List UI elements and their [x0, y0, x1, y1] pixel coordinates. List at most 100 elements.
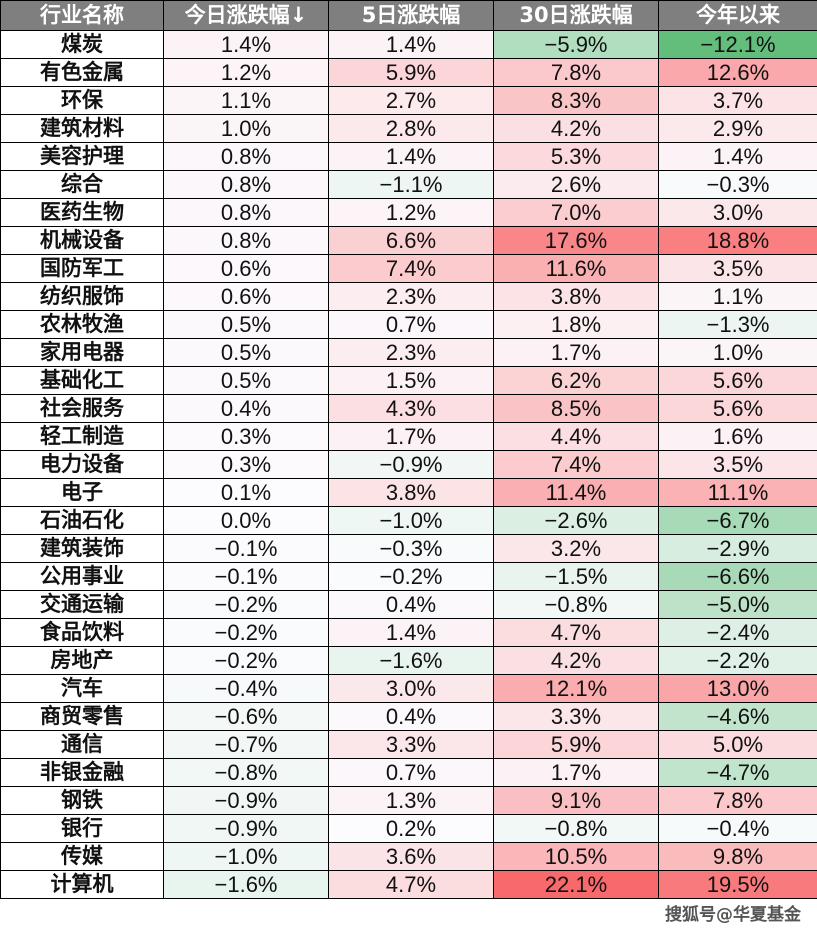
heatmap-cell: −0.8% — [493, 590, 659, 619]
heatmap-cell: 0.3% — [163, 422, 329, 451]
heatmap-cell: 11.6% — [493, 254, 659, 283]
industry-name: 有色金属 — [0, 58, 164, 87]
table-row: 建筑材料 1.0% 2.8% 4.2% 2.9% — [0, 114, 817, 143]
heatmap-cell: 7.4% — [493, 450, 659, 479]
heatmap-cell: 1.4% — [163, 30, 329, 59]
heatmap-cell: 0.8% — [163, 226, 329, 255]
heatmap-cell: 1.2% — [328, 198, 494, 227]
heatmap-cell: 13.0% — [658, 674, 817, 703]
heatmap-cell: 1.0% — [163, 114, 329, 143]
heatmap-cell: 7.8% — [658, 786, 817, 815]
table-row: 美容护理 0.8% 1.4% 5.3% 1.4% — [0, 142, 817, 171]
industry-name: 环保 — [0, 86, 164, 115]
heatmap-cell: −0.2% — [328, 562, 494, 591]
heatmap-cell: 3.5% — [658, 254, 817, 283]
industry-performance-table: 行业名称 今日涨跌幅↓ 5日涨跌幅 30日涨跌幅 今年以来 煤炭 1.4% 1.4% −5.9… — [0, 0, 817, 899]
heatmap-cell: 0.5% — [163, 338, 329, 367]
heatmap-cell: 8.5% — [493, 394, 659, 423]
heatmap-cell: 2.9% — [658, 114, 817, 143]
heatmap-cell: 1.4% — [658, 142, 817, 171]
heatmap-cell: 11.4% — [493, 478, 659, 507]
heatmap-cell: −5.9% — [493, 30, 659, 59]
industry-name: 钢铁 — [0, 786, 164, 815]
table-row: 社会服务 0.4% 4.3% 8.5% 5.6% — [0, 394, 817, 423]
table-row: 非银金融 −0.8% 0.7% 1.7% −4.7% — [0, 758, 817, 787]
heatmap-cell: −0.2% — [163, 590, 329, 619]
heatmap-cell: 1.4% — [328, 30, 494, 59]
table-row: 医药生物 0.8% 1.2% 7.0% 3.0% — [0, 198, 817, 227]
heatmap-cell: −0.4% — [163, 674, 329, 703]
industry-name: 综合 — [0, 170, 164, 199]
heatmap-cell: 18.8% — [658, 226, 817, 255]
heatmap-cell: 3.2% — [493, 534, 659, 563]
heatmap-cell: 0.6% — [163, 282, 329, 311]
heatmap-cell: −0.9% — [328, 450, 494, 479]
heatmap-cell: 1.7% — [493, 758, 659, 787]
industry-name: 传媒 — [0, 842, 164, 871]
heatmap-cell: 0.4% — [328, 590, 494, 619]
heatmap-cell: 2.3% — [328, 338, 494, 367]
heatmap-cell: 0.5% — [163, 310, 329, 339]
table-row: 电力设备 0.3% −0.9% 7.4% 3.5% — [0, 450, 817, 479]
industry-name: 基础化工 — [0, 366, 164, 395]
heatmap-cell: −0.3% — [658, 170, 817, 199]
heatmap-cell: 11.1% — [658, 478, 817, 507]
heatmap-cell: 0.6% — [163, 254, 329, 283]
table-row: 食品饮料 −0.2% 1.4% 4.7% −2.4% — [0, 618, 817, 647]
heatmap-cell: 0.2% — [328, 814, 494, 843]
heatmap-cell: −0.1% — [163, 562, 329, 591]
industry-name: 建筑材料 — [0, 114, 164, 143]
heatmap-cell: −1.3% — [658, 310, 817, 339]
heatmap-cell: −4.7% — [658, 758, 817, 787]
heatmap-cell: 12.6% — [658, 58, 817, 87]
heatmap-cell: −6.7% — [658, 506, 817, 535]
table-row: 建筑装饰 −0.1% −0.3% 3.2% −2.9% — [0, 534, 817, 563]
heatmap-cell: −0.1% — [163, 534, 329, 563]
heatmap-cell: 2.3% — [328, 282, 494, 311]
table-row: 国防军工 0.6% 7.4% 11.6% 3.5% — [0, 254, 817, 283]
table-row: 综合 0.8% −1.1% 2.6% −0.3% — [0, 170, 817, 199]
table-row: 交通运输 −0.2% 0.4% −0.8% −5.0% — [0, 590, 817, 619]
heatmap-cell: 22.1% — [493, 870, 659, 899]
heatmap-cell: −0.9% — [163, 814, 329, 843]
heatmap-cell: 4.2% — [493, 646, 659, 675]
heatmap-cell: −0.6% — [163, 702, 329, 731]
heatmap-cell: 6.6% — [328, 226, 494, 255]
table-row: 煤炭 1.4% 1.4% −5.9% −12.1% — [0, 30, 817, 59]
heatmap-cell: −5.0% — [658, 590, 817, 619]
industry-name: 社会服务 — [0, 394, 164, 423]
column-header: 今年以来 — [658, 0, 817, 31]
industry-name: 商贸零售 — [0, 702, 164, 731]
heatmap-cell: 7.4% — [328, 254, 494, 283]
heatmap-cell: 1.5% — [328, 366, 494, 395]
heatmap-cell: 9.1% — [493, 786, 659, 815]
column-header[interactable]: 今日涨跌幅↓ — [163, 0, 329, 31]
column-header: 5日涨跌幅 — [328, 0, 494, 31]
heatmap-cell: −1.6% — [328, 646, 494, 675]
table-row: 有色金属 1.2% 5.9% 7.8% 12.6% — [0, 58, 817, 87]
heatmap-cell: 0.1% — [163, 478, 329, 507]
heatmap-cell: 10.5% — [493, 842, 659, 871]
heatmap-cell: −0.8% — [493, 814, 659, 843]
heatmap-cell: 1.2% — [163, 58, 329, 87]
table-row: 银行 −0.9% 0.2% −0.8% −0.4% — [0, 814, 817, 843]
heatmap-cell: −0.2% — [163, 618, 329, 647]
heatmap-cell: 0.5% — [163, 366, 329, 395]
heatmap-cell: −12.1% — [658, 30, 817, 59]
heatmap-cell: 0.4% — [328, 702, 494, 731]
heatmap-cell: 1.6% — [658, 422, 817, 451]
table-row: 计算机 −1.6% 4.7% 22.1% 19.5% — [0, 870, 817, 899]
heatmap-cell: 1.8% — [493, 310, 659, 339]
heatmap-cell: −0.2% — [163, 646, 329, 675]
industry-name: 非银金融 — [0, 758, 164, 787]
industry-name: 食品饮料 — [0, 618, 164, 647]
industry-name: 建筑装饰 — [0, 534, 164, 563]
industry-name: 计算机 — [0, 870, 164, 899]
column-header: 30日涨跌幅 — [493, 0, 659, 31]
heatmap-cell: −2.2% — [658, 646, 817, 675]
heatmap-cell: −0.9% — [163, 786, 329, 815]
table-row: 汽车 −0.4% 3.0% 12.1% 13.0% — [0, 674, 817, 703]
table-row: 电子 0.1% 3.8% 11.4% 11.1% — [0, 478, 817, 507]
table-row: 钢铁 −0.9% 1.3% 9.1% 7.8% — [0, 786, 817, 815]
heatmap-cell: 1.7% — [493, 338, 659, 367]
